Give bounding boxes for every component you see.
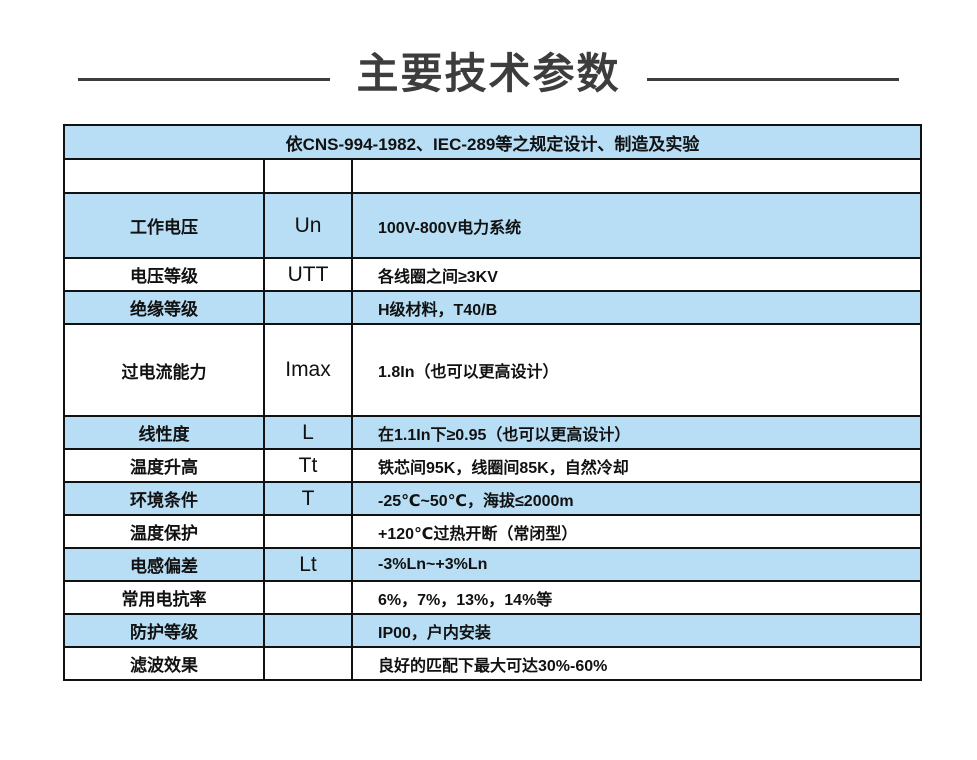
param-symbol-cell [263,290,353,326]
param-symbol-cell [263,646,353,682]
param-name-cell: 温度保护 [63,514,265,550]
table-row: 环境条件 T -25℃~50℃，海拔≤2000m [63,481,923,517]
param-name-cell: 过电流能力 [63,323,265,418]
table-row: 常用电抗率 6%，7%，13%，14%等 [63,580,923,616]
param-value-cell: 良好的匹配下最大可达30%-60% [350,646,923,682]
table-row: 电感偏差 Lt -3%Ln~+3%Ln [63,547,923,583]
param-symbol-cell [263,158,353,195]
param-value-cell: 各线圈之间≥3KV [350,257,923,293]
param-value-cell: IP00，户内安装 [350,613,923,649]
table-header-title: 依CNS-994-1982、IEC-289等之规定设计、制造及实验 [62,124,923,161]
table-row: 滤波效果 良好的匹配下最大可达30%-60% [63,646,923,682]
param-symbol-cell [263,613,353,649]
page-title: 主要技术参数 [356,50,621,97]
table-row: 防护等级 IP00，户内安装 [63,613,923,649]
param-symbol-cell: Imax [263,323,353,418]
table-row: 过电流能力 Imax 1.8In（也可以更高设计） [63,323,923,418]
param-name-cell: 温度升高 [63,448,265,484]
table-row: 工作电压 Un 100V-800V电力系统 [63,192,923,260]
param-symbol-cell: UTT [263,257,353,293]
param-name-cell: 滤波效果 [63,646,265,682]
param-symbol-cell [263,514,353,550]
param-symbol-cell: T [263,481,353,517]
param-name-cell: 绝缘等级 [63,290,265,326]
param-value-cell: 在1.1In下≥0.95（也可以更高设计） [350,415,923,451]
title-rule-right [646,77,899,81]
table-row: 温度升高 Tt 铁芯间95K，线圈间85K，自然冷却 [63,448,923,484]
table-header-row: 依CNS-994-1982、IEC-289等之规定设计、制造及实验 [62,124,923,161]
param-name-cell: 电压等级 [63,257,265,293]
param-name-cell [63,158,265,195]
table-row [63,158,923,195]
table-row: 温度保护 +120℃过热开断（常闭型） [63,514,923,550]
table-row: 线性度 L 在1.1In下≥0.95（也可以更高设计） [63,415,923,451]
spec-table: 依CNS-994-1982、IEC-289等之规定设计、制造及实验 工作电压 U… [62,124,923,682]
param-value-cell: -25℃~50℃，海拔≤2000m [350,481,923,517]
param-symbol-cell: Tt [263,448,353,484]
title-rule-left [78,77,331,81]
param-symbol-cell: Lt [263,547,353,583]
param-value-cell [350,158,923,195]
param-name-cell: 常用电抗率 [63,580,265,616]
table-row: 绝缘等级 H级材料，T40/B [63,290,923,326]
param-symbol-cell: Un [263,192,353,260]
param-name-cell: 线性度 [63,415,265,451]
param-name-cell: 电感偏差 [63,547,265,583]
param-value-cell: 6%，7%，13%，14%等 [350,580,923,616]
param-value-cell: -3%Ln~+3%Ln [350,547,923,583]
param-name-cell: 防护等级 [63,613,265,649]
table-body: 工作电压 Un 100V-800V电力系统 电压等级 UTT 各线圈之间≥3KV… [63,158,923,682]
title-block: 主要技术参数 [0,0,977,98]
param-name-cell: 工作电压 [63,192,265,260]
param-value-cell: +120℃过热开断（常闭型） [350,514,923,550]
table-row: 电压等级 UTT 各线圈之间≥3KV [63,257,923,293]
param-symbol-cell [263,580,353,616]
param-value-cell: 铁芯间95K，线圈间85K，自然冷却 [350,448,923,484]
param-value-cell: 100V-800V电力系统 [350,192,923,260]
param-value-cell: 1.8In（也可以更高设计） [350,323,923,418]
param-symbol-cell: L [263,415,353,451]
param-name-cell: 环境条件 [63,481,265,517]
param-value-cell: H级材料，T40/B [350,290,923,326]
